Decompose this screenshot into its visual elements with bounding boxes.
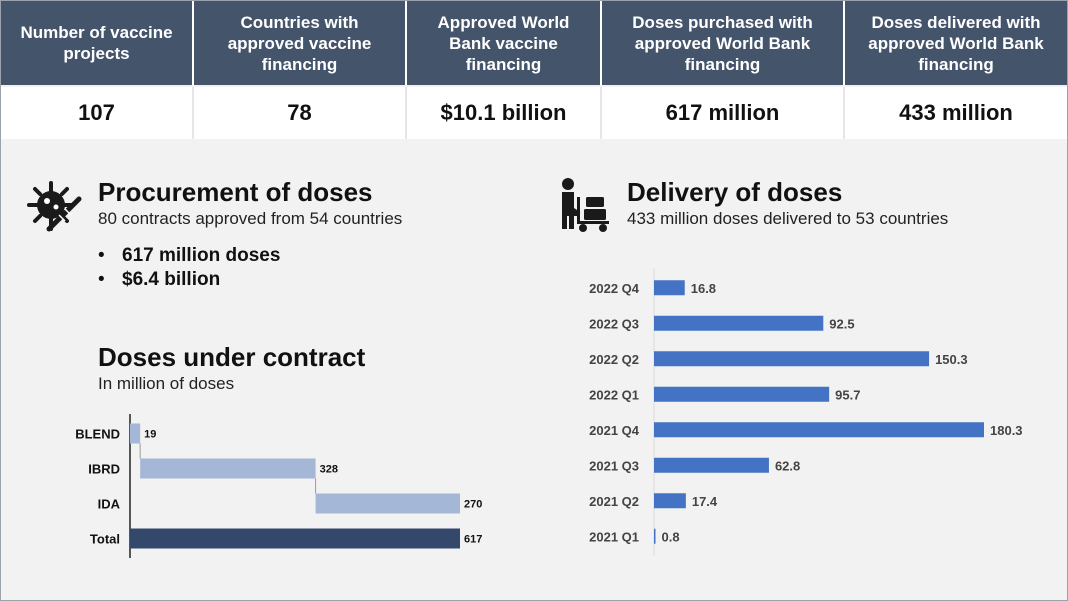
procurement-bullet-doses: 617 million doses	[122, 245, 281, 266]
delivery-bar	[654, 386, 830, 402]
delivery-title: Delivery of doses	[627, 177, 843, 207]
delivery-category-label: 2022 Q4	[589, 281, 640, 296]
delivery-category-label: 2021 Q1	[589, 529, 639, 544]
delivery-bar	[654, 528, 656, 544]
delivery-value-label: 92.5	[829, 316, 854, 331]
stats-header-doses-purchased: Doses purchased with approved World Bank…	[602, 1, 845, 85]
procurement-subtitle: 80 contracts approved from 54 countries	[98, 209, 403, 228]
delivery-category-label: 2022 Q2	[589, 352, 639, 367]
delivery-bar	[654, 457, 769, 473]
stats-header-countries: Countries with approved vaccine financin…	[194, 1, 407, 85]
contract-bar	[130, 423, 141, 444]
delivery-category-label: 2022 Q3	[589, 316, 639, 331]
delivery-bar	[654, 315, 824, 331]
delivery-subtitle: 433 million doses delivered to 53 countr…	[627, 209, 949, 228]
delivery-value-label: 150.3	[935, 352, 968, 367]
stats-value-row: 107 78 $10.1 billion 617 million 433 mil…	[1, 87, 1067, 139]
bullet-dot: •	[98, 245, 105, 266]
procurement-bullet-amount: $6.4 billion	[122, 269, 221, 290]
delivery-bar	[654, 493, 686, 509]
bullet-dot: •	[98, 269, 105, 290]
delivery-value-label: 180.3	[990, 423, 1023, 438]
hand-truck-icon	[562, 178, 609, 232]
stats-value-vaccine-projects: 107	[1, 87, 194, 139]
stats-value-doses-delivered: 433 million	[899, 100, 1013, 125]
delivery-bar	[654, 422, 984, 438]
delivery-category-label: 2021 Q4	[589, 423, 640, 438]
stats-value-countries: 78	[194, 87, 407, 139]
stats-header-vaccine-projects: Number of vaccine projects	[1, 1, 194, 85]
delivery-bar	[654, 351, 930, 367]
delivery-value-label: 62.8	[775, 458, 800, 473]
stats-value-financing: $10.1 billion	[407, 87, 602, 139]
contract-category-label: Total	[90, 532, 120, 547]
contract-bar	[140, 458, 316, 479]
contract-bar	[315, 493, 460, 514]
delivery-value-label: 95.7	[835, 387, 860, 402]
procurement-title: Procurement of doses	[98, 177, 373, 207]
contract-value-label: 19	[144, 429, 156, 441]
contract-bar	[130, 528, 460, 549]
delivery-category-label: 2021 Q3	[589, 458, 639, 473]
stats-value-doses-purchased: 617 million	[602, 87, 845, 139]
stats-header-financing: Approved World Bank vaccine financing	[407, 1, 602, 85]
delivery-value-label: 17.4	[692, 494, 718, 509]
contract-value-label: 328	[320, 464, 338, 476]
delivery-value-label: 0.8	[662, 529, 680, 544]
delivery-category-label: 2022 Q1	[589, 387, 639, 402]
stats-header-doses-delivered: Doses delivered with approved World Bank…	[868, 12, 1044, 74]
contract-category-label: IBRD	[88, 462, 120, 477]
contract-subtitle: In million of doses	[98, 374, 235, 393]
contract-value-label: 617	[464, 534, 482, 546]
contract-category-label: BLEND	[75, 427, 120, 442]
virus-icon	[27, 181, 82, 232]
contract-value-label: 270	[464, 499, 482, 511]
delivery-value-label: 16.8	[691, 281, 716, 296]
delivery-bar	[654, 280, 685, 296]
contract-title: Doses under contract	[98, 342, 366, 372]
doses-under-contract-chart: BLEND 19 IBRD 328 IDA 270 Total 617	[75, 414, 482, 558]
contract-category-label: IDA	[98, 497, 121, 512]
delivery-category-label: 2021 Q2	[589, 494, 639, 509]
stats-header-row: Number of vaccine projects Countries wit…	[1, 1, 1067, 85]
quarterly-deliveries-chart: 2022 Q4 16.8 2022 Q3 92.5 2022 Q2 150.3 2022 Q…	[589, 268, 1023, 556]
